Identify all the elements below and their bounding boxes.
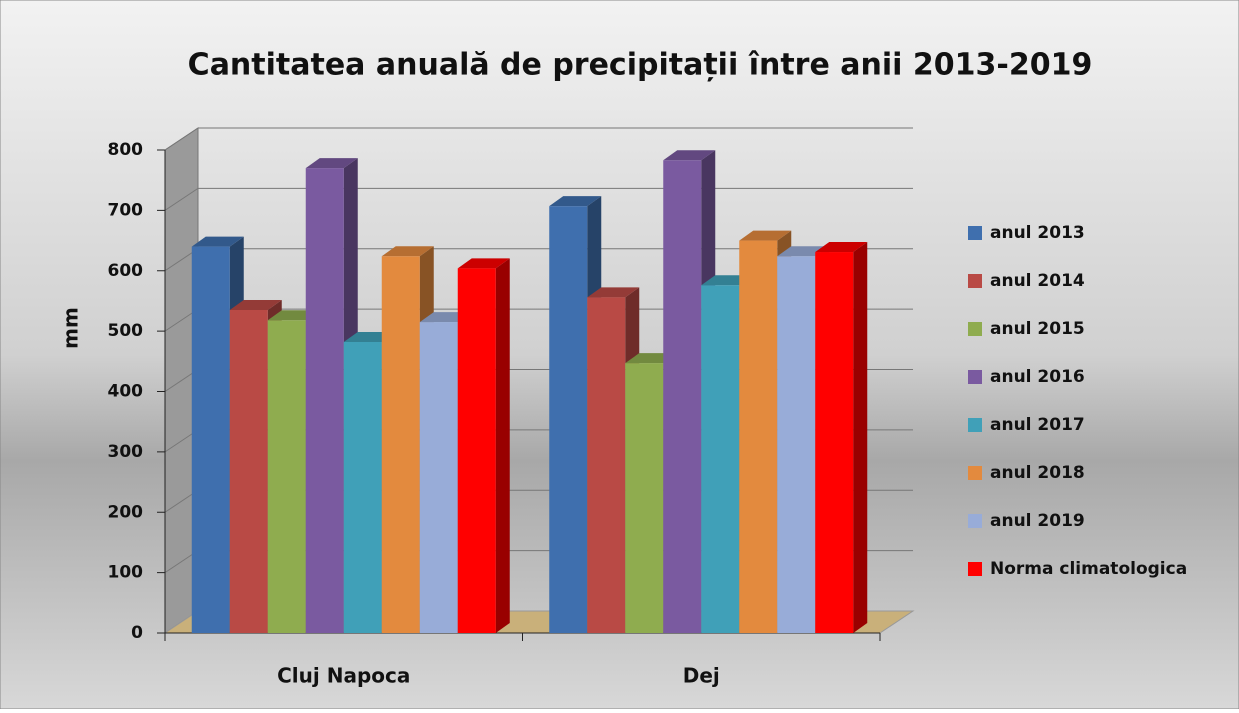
bar	[229, 309, 268, 633]
legend-swatch	[968, 322, 982, 336]
legend-swatch	[968, 466, 982, 480]
bar-top	[663, 150, 716, 161]
bar	[267, 320, 306, 633]
y-axis-label: mm	[59, 307, 83, 349]
grid-line	[164, 187, 199, 211]
bar-top	[587, 287, 640, 298]
legend-swatch	[968, 274, 982, 288]
bar	[343, 341, 382, 633]
bar	[587, 297, 626, 633]
y-tick-label: 200	[108, 502, 144, 522]
bar	[381, 256, 420, 633]
bar	[419, 322, 458, 633]
y-tick-label: 700	[108, 200, 144, 220]
bar	[701, 285, 740, 633]
grid-line	[164, 127, 199, 151]
y-tick-label: 0	[131, 623, 143, 643]
y-tick-label: 100	[108, 563, 144, 583]
x-tick-label: Dej	[683, 664, 720, 688]
legend-swatch	[968, 226, 982, 240]
bar-top	[457, 258, 510, 269]
bar	[815, 252, 854, 633]
legend-label: anul 2017	[990, 415, 1085, 435]
bar-top	[739, 230, 792, 241]
legend-label: Norma climatologica	[990, 559, 1187, 579]
legend-label: anul 2019	[990, 511, 1085, 531]
legend-swatch	[968, 418, 982, 432]
bar-top	[305, 158, 358, 169]
bar-side	[495, 258, 510, 633]
bar-top	[381, 246, 434, 257]
bar	[777, 256, 816, 633]
y-tick-label: 300	[108, 442, 144, 462]
bar-top	[191, 236, 244, 247]
bar-top	[229, 299, 282, 310]
y-tick-label: 400	[108, 382, 144, 402]
legend-label: anul 2016	[990, 367, 1085, 387]
bar	[739, 240, 778, 633]
legend-label: anul 2014	[990, 271, 1085, 291]
bar-side	[853, 242, 868, 633]
bar	[663, 160, 702, 634]
y-tick-label: 800	[108, 140, 144, 160]
y-tick-label: 500	[108, 321, 144, 341]
bar-top	[549, 196, 602, 207]
bar	[625, 363, 664, 633]
chart-title: Cantitatea anuală de precipitații între …	[188, 48, 1093, 83]
y-tick-label: 600	[108, 261, 144, 281]
legend-swatch	[968, 514, 982, 528]
bar	[457, 268, 496, 633]
legend-label: anul 2015	[990, 319, 1085, 339]
x-tick-label: Cluj Napoca	[277, 664, 410, 688]
legend-swatch	[968, 370, 982, 384]
legend-label: anul 2018	[990, 463, 1085, 483]
bar	[305, 168, 344, 634]
bar	[549, 206, 588, 633]
legend-label: anul 2013	[990, 223, 1085, 243]
bar	[191, 246, 230, 633]
bar-top	[815, 242, 868, 253]
legend-swatch	[968, 562, 982, 576]
